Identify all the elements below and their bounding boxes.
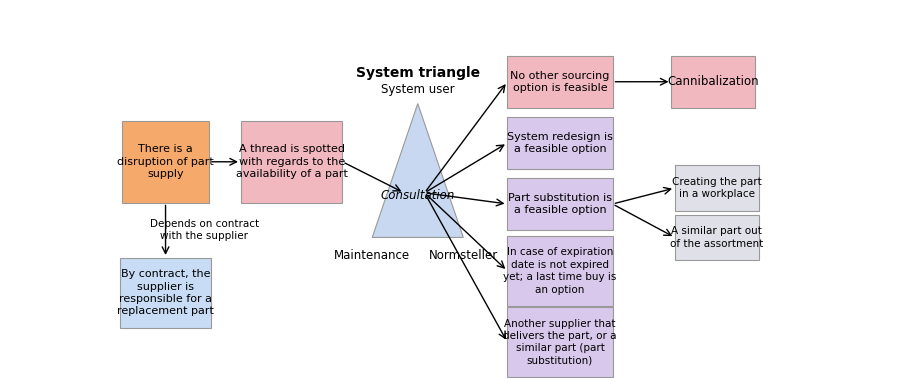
FancyBboxPatch shape: [507, 117, 612, 169]
FancyBboxPatch shape: [675, 166, 759, 211]
Text: No other sourcing
option is feasible: No other sourcing option is feasible: [509, 71, 609, 93]
Text: A thread is spotted
with regards to the
availability of a part: A thread is spotted with regards to the …: [236, 144, 348, 179]
Text: Another supplier that
delivers the part, or a
similar part (part
substitution): Another supplier that delivers the part,…: [503, 319, 616, 366]
Text: By contract, the
supplier is
responsible for a
replacement part: By contract, the supplier is responsible…: [117, 269, 214, 316]
Text: Maintenance: Maintenance: [334, 249, 410, 262]
Text: Consultation: Consultation: [380, 189, 454, 202]
Polygon shape: [372, 104, 463, 237]
Text: Part substitution is
a feasible option: Part substitution is a feasible option: [507, 193, 611, 215]
Text: Depends on contract
with the supplier: Depends on contract with the supplier: [149, 219, 258, 241]
FancyBboxPatch shape: [507, 178, 612, 230]
FancyBboxPatch shape: [507, 307, 612, 377]
Text: Cannibalization: Cannibalization: [666, 75, 759, 88]
Text: System triangle: System triangle: [355, 66, 479, 80]
FancyBboxPatch shape: [675, 215, 759, 260]
FancyBboxPatch shape: [240, 121, 342, 203]
FancyBboxPatch shape: [122, 121, 209, 203]
Text: System user: System user: [380, 83, 454, 96]
FancyBboxPatch shape: [671, 56, 755, 108]
Text: Normsteller: Normsteller: [428, 249, 498, 262]
FancyBboxPatch shape: [507, 56, 612, 108]
Text: There is a
disruption of part
supply: There is a disruption of part supply: [117, 144, 214, 179]
Text: In case of expiration
date is not expired
yet; a last time buy is
an option: In case of expiration date is not expire…: [503, 247, 616, 294]
FancyBboxPatch shape: [120, 258, 211, 328]
Text: Creating the part
in a workplace: Creating the part in a workplace: [671, 177, 761, 199]
FancyBboxPatch shape: [507, 236, 612, 306]
Text: System redesign is
a feasible option: System redesign is a feasible option: [507, 132, 612, 154]
Text: A similar part out
of the assortment: A similar part out of the assortment: [669, 226, 763, 249]
